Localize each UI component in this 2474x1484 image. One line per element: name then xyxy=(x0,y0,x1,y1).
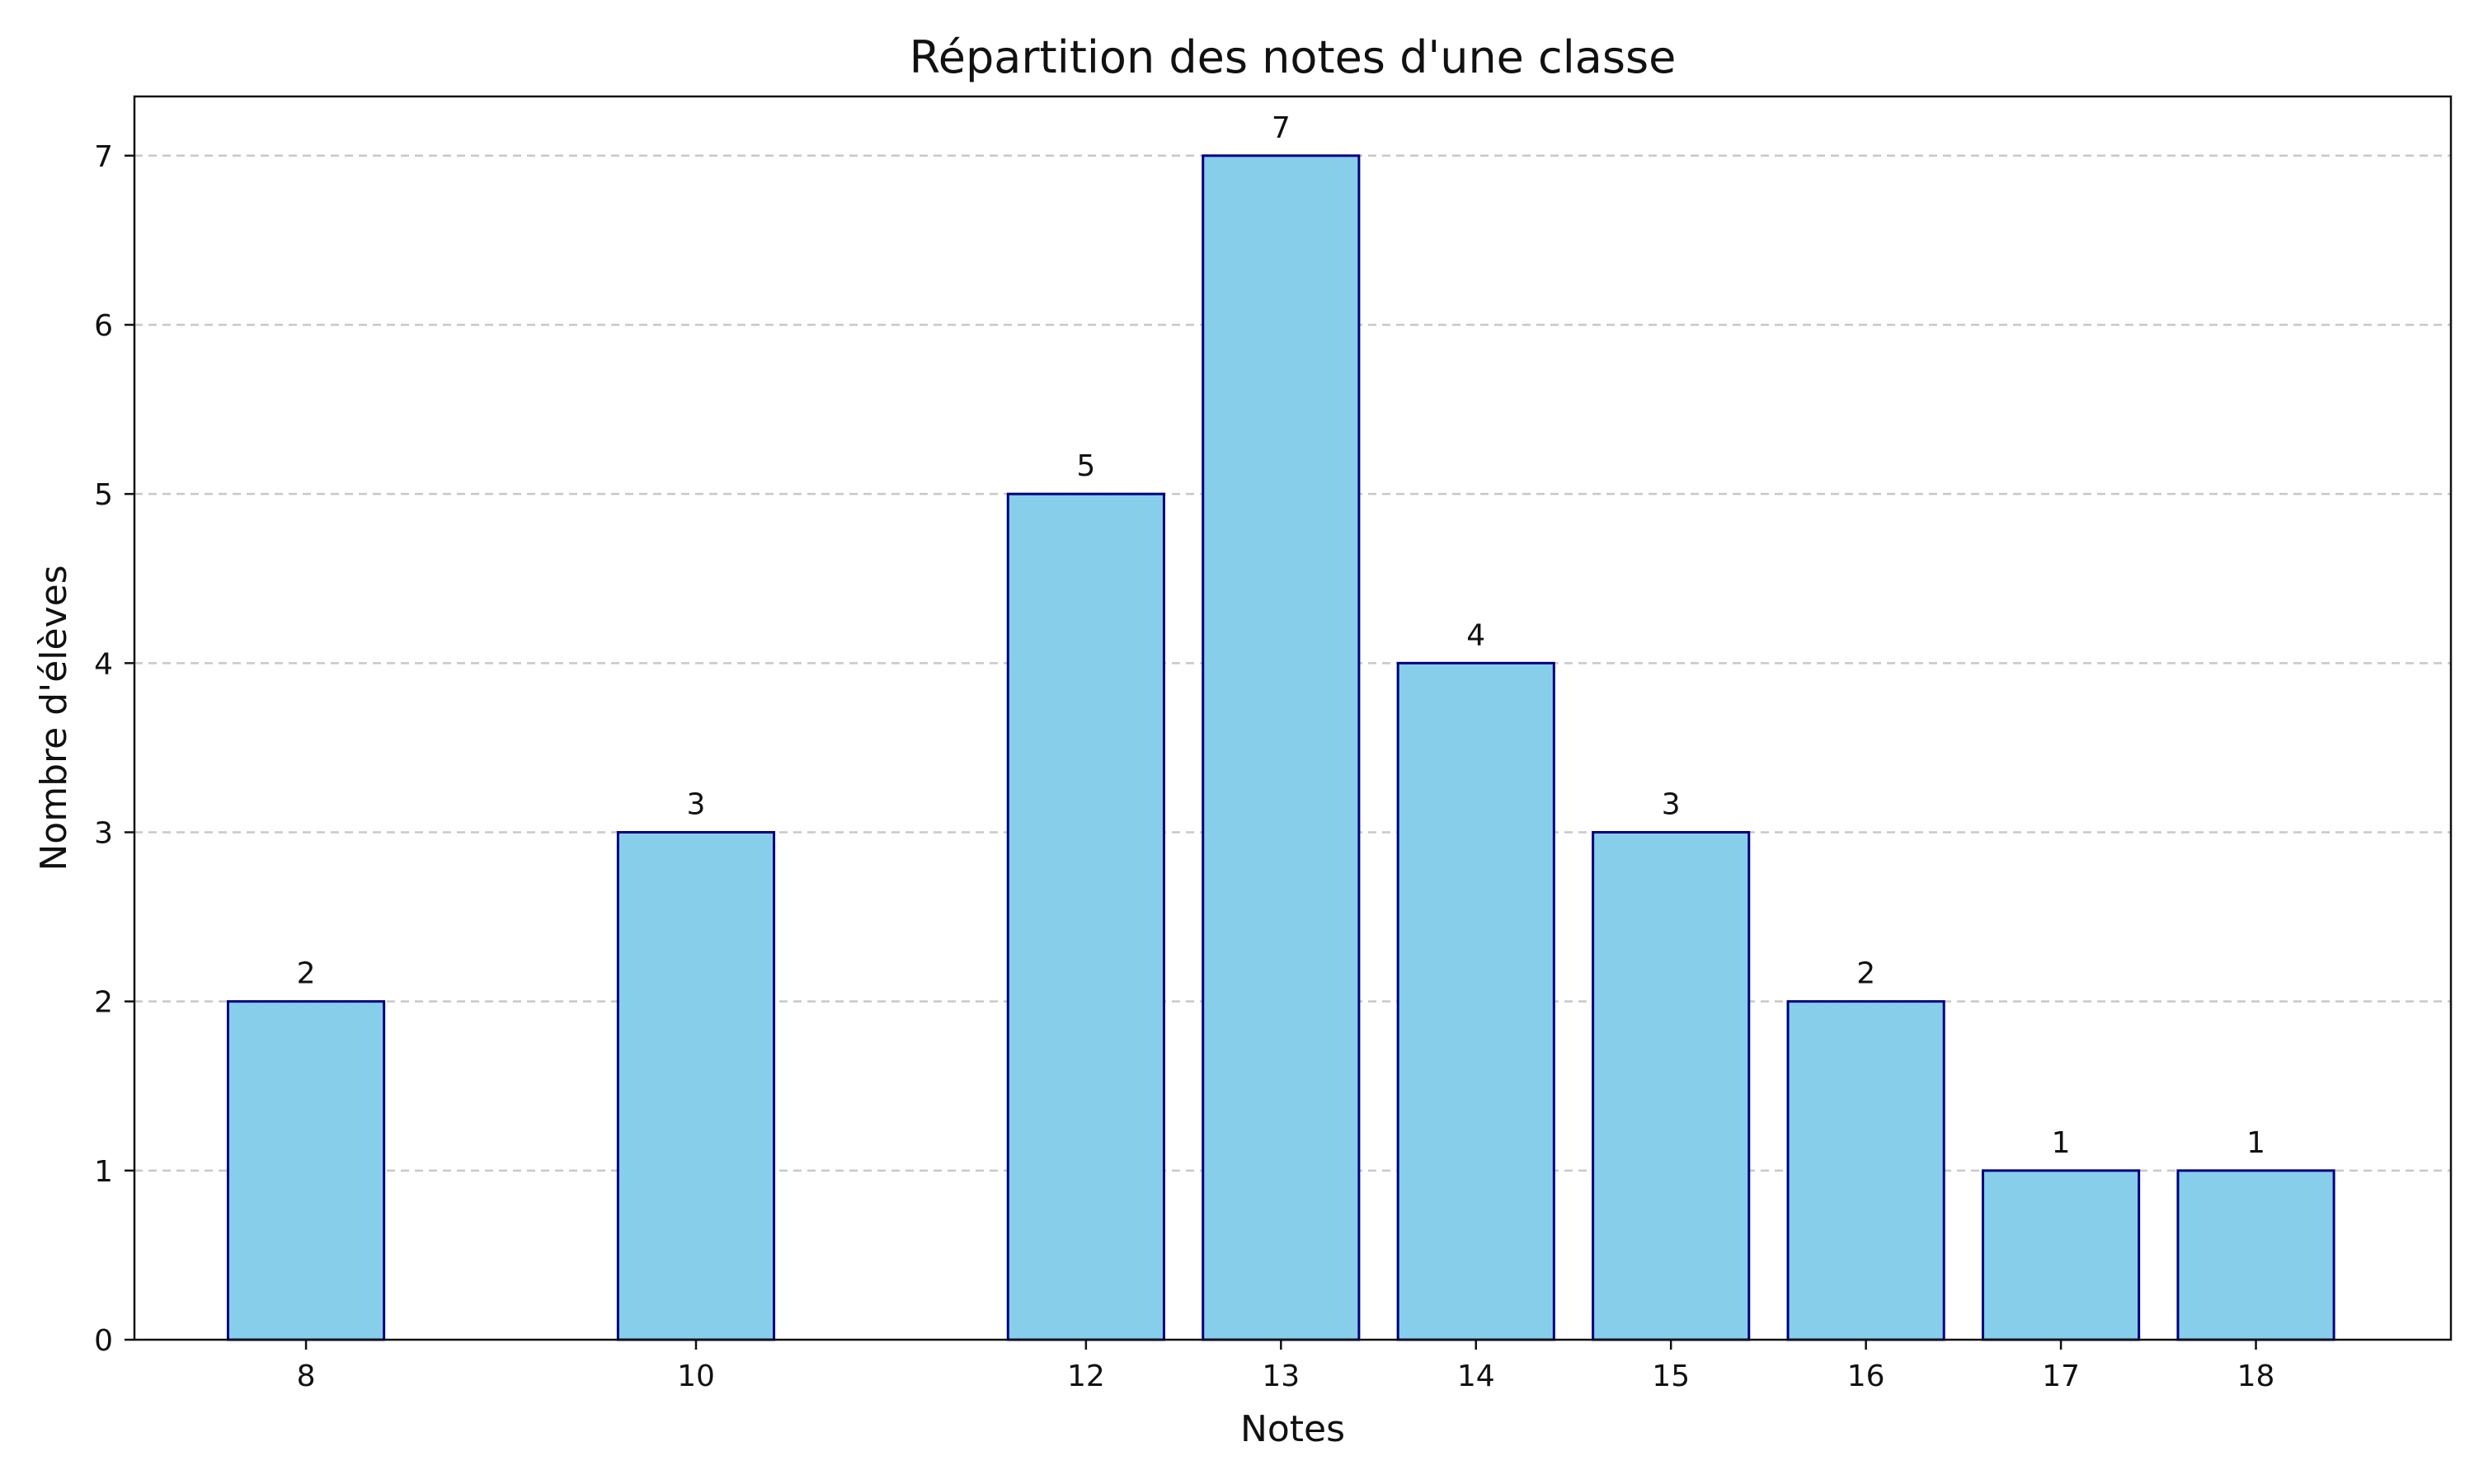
x-tick-label: 8 xyxy=(297,1360,316,1393)
x-tick-label: 17 xyxy=(2042,1360,2080,1393)
bar-value-label: 7 xyxy=(1272,111,1291,145)
y-tick-label: 0 xyxy=(94,1324,113,1358)
y-axis-label: Nombre d'élèves xyxy=(33,565,75,871)
y-axis-ticks: 0 1 2 3 4 5 6 7 xyxy=(94,140,134,1358)
bar-value-label: 2 xyxy=(297,957,316,991)
bar-15 xyxy=(1592,830,1751,1341)
bar-18 xyxy=(2176,1169,2335,1341)
x-tick-label: 18 xyxy=(2237,1360,2275,1393)
grid-layer xyxy=(134,154,2451,1172)
bar-value-label: 3 xyxy=(687,787,706,821)
x-axis-label: Notes xyxy=(1240,1408,1345,1450)
bar-value-label: 4 xyxy=(1466,618,1485,652)
x-tick-label: 12 xyxy=(1067,1360,1105,1393)
bar-14 xyxy=(1396,661,1555,1341)
x-tick-label: 14 xyxy=(1457,1360,1495,1393)
bars-layer xyxy=(226,154,2335,1341)
bar-8 xyxy=(226,1000,386,1341)
bar-17 xyxy=(1982,1169,2141,1341)
x-tick-label: 15 xyxy=(1652,1360,1690,1393)
bar-value-labels: 2 3 5 7 4 3 2 1 1 xyxy=(297,111,2265,1160)
y-tick-label: 2 xyxy=(94,986,113,1020)
y-tick-label: 6 xyxy=(94,309,113,343)
plot-area-frame xyxy=(133,95,2453,1341)
bar-12 xyxy=(1006,492,1165,1341)
x-axis-ticks: 8 10 12 13 14 15 16 17 18 xyxy=(297,1340,2275,1393)
y-tick-label: 1 xyxy=(94,1155,113,1189)
bar-16 xyxy=(1786,1000,1945,1341)
x-tick-label: 10 xyxy=(677,1360,715,1393)
bar-value-label: 1 xyxy=(2052,1126,2071,1160)
x-tick-label: 16 xyxy=(1847,1360,1885,1393)
bar-13 xyxy=(1202,154,1361,1341)
y-tick-label: 3 xyxy=(94,816,113,850)
y-tick-label: 4 xyxy=(94,647,113,681)
bar-value-label: 1 xyxy=(2246,1126,2265,1160)
chart-title: Répartition des notes d'une classe xyxy=(910,31,1677,83)
y-tick-label: 5 xyxy=(94,478,113,512)
bar-10 xyxy=(616,830,776,1341)
bar-value-label: 3 xyxy=(1662,787,1681,821)
x-tick-label: 13 xyxy=(1262,1360,1300,1393)
bar-value-label: 2 xyxy=(1856,957,1875,991)
y-tick-label: 7 xyxy=(94,140,113,174)
bar-value-label: 5 xyxy=(1076,449,1095,483)
